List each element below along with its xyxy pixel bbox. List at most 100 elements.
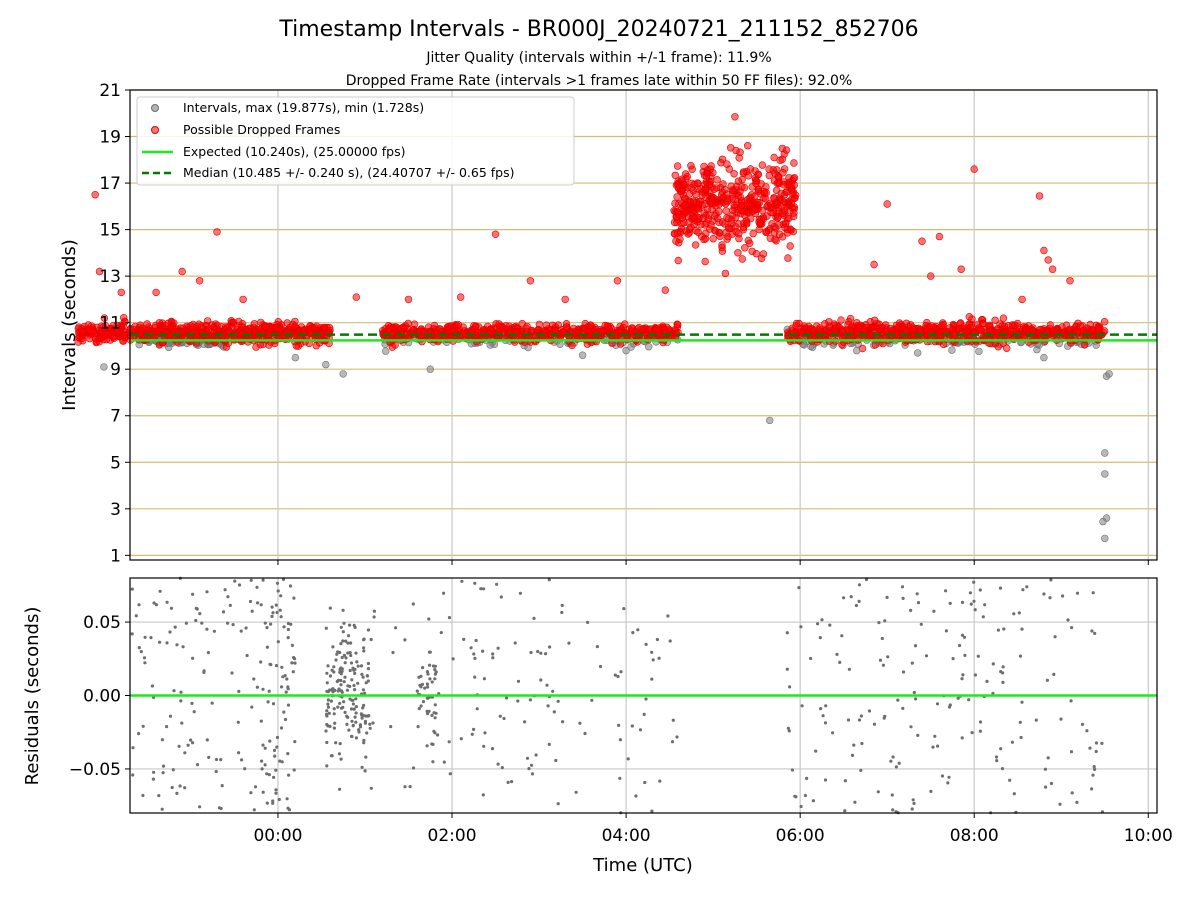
dropped-frame-point	[774, 173, 783, 182]
residual-point	[341, 705, 345, 710]
dropped-frame-point	[701, 180, 709, 188]
dropped-frame-point	[1029, 326, 1037, 335]
residual-point	[545, 683, 549, 687]
residual-point	[785, 667, 789, 671]
residual-point	[973, 673, 978, 677]
dropped-frame-point	[730, 170, 738, 178]
dropped-frame-point	[725, 224, 733, 233]
residual-point	[344, 656, 348, 660]
residual-point	[266, 700, 270, 704]
residual-point	[149, 636, 153, 640]
interval-point	[1101, 470, 1109, 478]
dropped-frame-point	[780, 198, 789, 207]
dropped-frame-point	[523, 322, 531, 331]
residual-point	[243, 767, 247, 771]
residual-point	[1092, 765, 1096, 769]
residual-point	[366, 679, 370, 683]
residual-point	[890, 793, 894, 797]
residual-point	[346, 684, 350, 688]
residual-point	[341, 630, 345, 634]
dropped-frame-point	[736, 148, 744, 156]
residual-point	[1042, 592, 1046, 596]
residual-point	[617, 723, 621, 728]
residual-point	[482, 587, 486, 591]
residual-point	[160, 807, 164, 811]
residual-point	[275, 735, 279, 740]
dropped-frame-point	[782, 146, 791, 154]
residual-point	[346, 651, 350, 655]
residual-point	[916, 733, 920, 738]
residual-point	[670, 740, 675, 744]
dropped-frame-point	[674, 256, 682, 265]
residual-point	[282, 625, 286, 629]
residual-point	[279, 594, 283, 598]
residual-point	[786, 726, 791, 730]
residual-point	[351, 702, 355, 706]
residual-point	[491, 656, 495, 660]
residual-point	[344, 639, 348, 643]
x-tick-label: 06:00	[776, 826, 825, 846]
dropped-frame-point	[119, 331, 128, 339]
dropped-frame-point	[677, 187, 686, 196]
residual-point	[914, 697, 918, 701]
residual-point	[339, 625, 343, 629]
residual-point	[210, 701, 214, 705]
residual-point	[170, 785, 174, 790]
residual-point	[1094, 749, 1098, 754]
residual-point	[369, 637, 373, 642]
interval-point	[1101, 449, 1109, 457]
residual-point	[268, 739, 272, 743]
residual-point	[1059, 717, 1063, 721]
dropped-frame-point	[860, 325, 868, 334]
residual-point	[273, 754, 277, 758]
residual-point	[853, 800, 857, 804]
residual-point	[340, 655, 344, 660]
legend: Intervals, max (19.877s), min (1.728s) P…	[136, 96, 575, 186]
residual-point	[460, 579, 464, 583]
residual-point	[161, 771, 165, 775]
residual-point	[275, 610, 279, 615]
dropped-frame-point	[1044, 256, 1052, 264]
residual-point	[978, 729, 983, 733]
residual-point	[948, 601, 952, 606]
residual-point	[626, 757, 630, 761]
dropped-frame-point	[673, 321, 682, 329]
dropped-frame-point	[979, 319, 987, 328]
residual-point	[334, 741, 338, 745]
residual-point	[644, 642, 648, 647]
residual-point	[171, 768, 175, 772]
residuals-panel: 0.05 0.00 −0.05 00:00 02:00 04:00 06:00 08:00 1…	[22, 576, 1173, 876]
residual-point	[152, 770, 156, 774]
residual-point	[361, 675, 365, 679]
residual-point	[849, 595, 853, 599]
residual-point	[554, 758, 558, 763]
dropped-frame-point	[916, 326, 924, 334]
residual-point	[911, 798, 915, 802]
dropped-frame-point	[766, 234, 774, 243]
dropped-frame-point	[927, 322, 936, 330]
dropped-frame-point	[713, 214, 722, 223]
residual-point	[499, 595, 503, 599]
dropped-frame-point	[678, 214, 686, 222]
residual-point	[347, 728, 351, 732]
dropped-frame-point	[454, 321, 463, 329]
residual-point	[198, 612, 202, 616]
residual-point	[259, 719, 263, 723]
dropped-frame-point	[213, 228, 221, 236]
residual-point	[351, 698, 355, 702]
residual-point	[179, 690, 183, 694]
residual-point	[962, 635, 967, 639]
dropped-frame-point	[744, 236, 752, 245]
dropped-frame-point	[701, 257, 709, 266]
residual-point	[428, 663, 432, 667]
intervals-y-tick-label: 21	[99, 81, 121, 101]
residual-point	[578, 721, 582, 725]
residual-point	[630, 724, 634, 728]
residual-point	[505, 696, 509, 700]
residual-point	[346, 715, 350, 720]
dropped-frame-point	[491, 230, 500, 239]
residual-point	[158, 589, 162, 593]
residual-point	[356, 681, 360, 685]
residual-point	[274, 791, 278, 795]
residual-point	[416, 725, 420, 729]
